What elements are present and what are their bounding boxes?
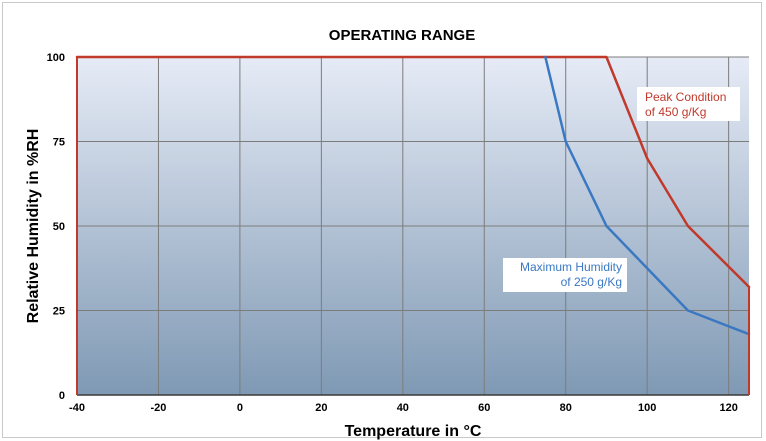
y-tick-label: 50	[53, 221, 65, 233]
peak-condition-annotation: Peak Condition of 450 g/Kg	[637, 87, 740, 121]
y-tick-label: 75	[53, 137, 65, 149]
y-tick-label: 0	[59, 390, 65, 402]
x-tick-label: 80	[560, 402, 572, 414]
y-axis-label: Relative Humidity in %RH	[25, 129, 42, 324]
x-tick-label: 60	[478, 402, 490, 414]
maximum-humidity-line	[544, 55, 751, 336]
max-annotation-line-1: Maximum Humidity	[520, 260, 622, 274]
x-tick-label: 100	[638, 402, 656, 414]
maximum-humidity-annotation: Maximum Humidity of 250 g/Kg	[503, 258, 627, 292]
max-annotation-box	[503, 258, 627, 292]
x-tick-label: -40	[69, 402, 85, 414]
peak-condition-line	[75, 55, 751, 289]
chart-title: OPERATING RANGE	[329, 27, 475, 44]
peak-annotation-line-2: of 450 g/Kg	[645, 105, 706, 119]
y-tick-label: 100	[47, 52, 65, 64]
max-annotation-line-2: of 250 g/Kg	[561, 275, 622, 289]
peak-annotation-box	[637, 87, 740, 121]
x-tick-label: 120	[719, 402, 737, 414]
x-tick-label: -20	[151, 402, 167, 414]
peak-annotation-line-1: Peak Condition	[645, 90, 726, 104]
x-axis-label: Temperature in °C	[345, 423, 482, 440]
x-tick-label: 20	[315, 402, 327, 414]
y-tick-label: 25	[53, 306, 65, 318]
x-tick-label: 40	[397, 402, 409, 414]
series-layer	[75, 55, 751, 395]
tick-labels: -40 -20 0 20 40 60 80 100 120 0 25 50 75 100	[47, 52, 738, 414]
x-tick-label: 0	[237, 402, 243, 414]
